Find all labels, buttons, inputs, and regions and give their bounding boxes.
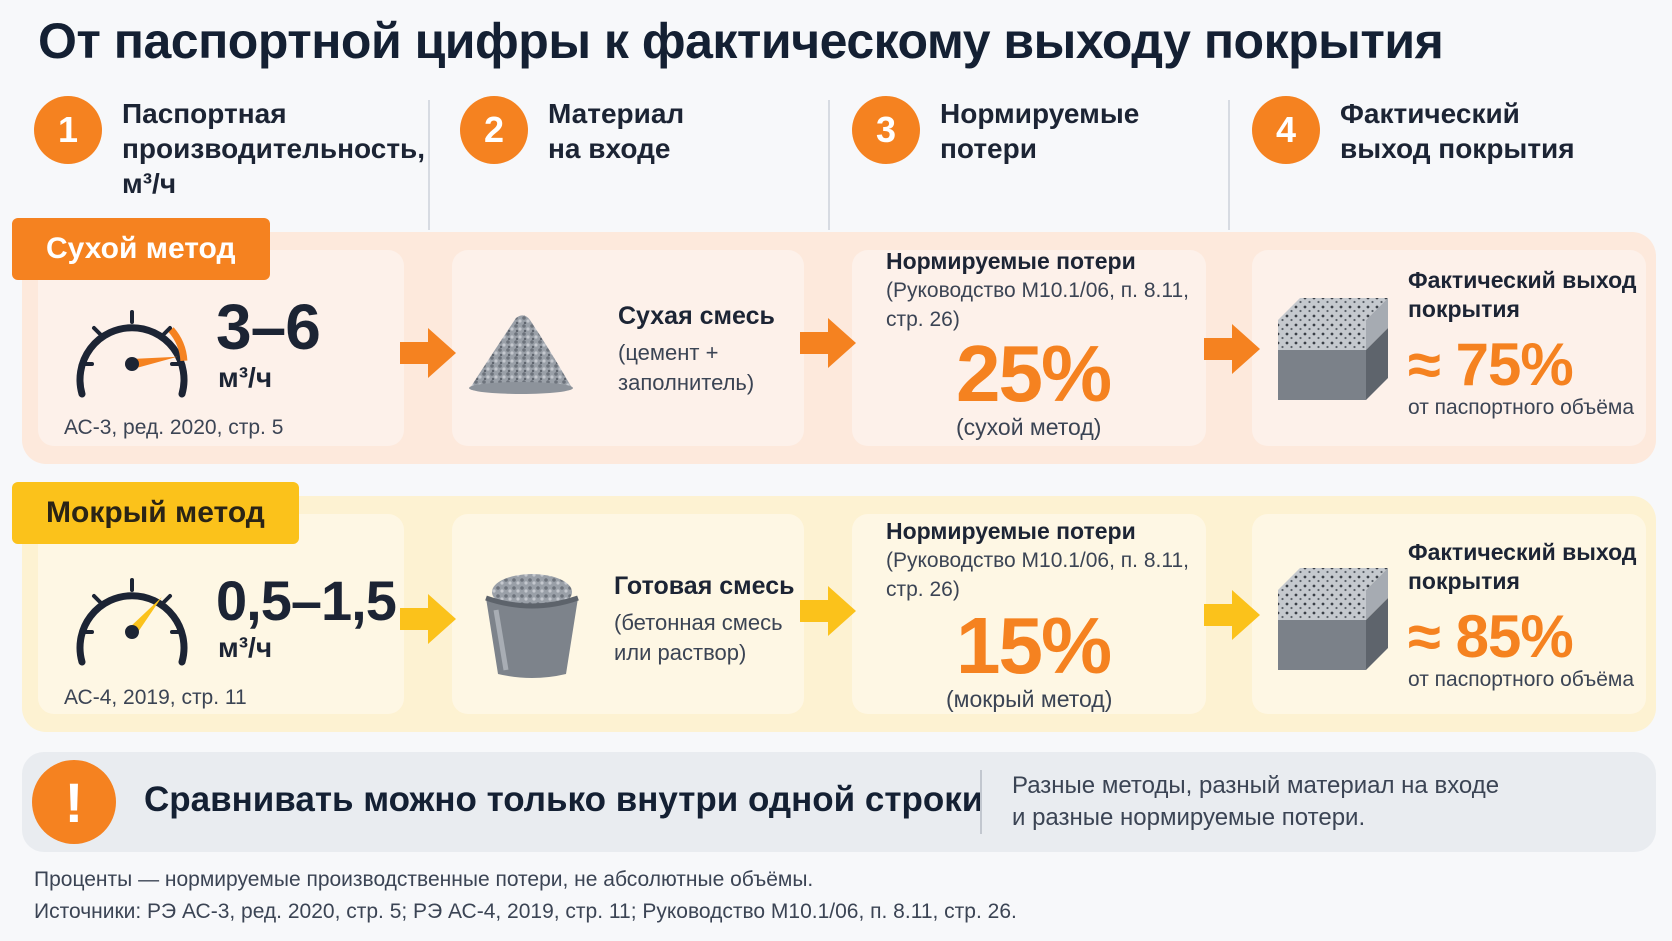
bucket-icon <box>485 574 579 678</box>
step-1-number: 1 <box>34 96 102 164</box>
loss-percent: 25% <box>956 329 1112 418</box>
page-title: От паспортной цифры к фактическому выход… <box>38 13 1444 69</box>
warning-divider <box>980 770 982 834</box>
warning-banner <box>22 752 1656 852</box>
coating-block-icon <box>1278 298 1388 400</box>
material-subtitle: (цемент + заполнитель) <box>618 340 755 395</box>
step-1-label: Паспортная производительность, м³/ч <box>122 98 426 199</box>
capacity-card <box>38 250 404 446</box>
output-title: Фактический выход покрытия <box>1408 267 1637 322</box>
loss-reference: (Руководство М10.1/06, п. 8.11, стр. 26) <box>886 279 1189 331</box>
material-title: Готовая смесь <box>614 572 795 600</box>
arrow-right-icon <box>400 328 456 378</box>
capacity-unit: м³/ч <box>218 632 273 663</box>
output-percent: ≈ 85% <box>1408 603 1574 670</box>
warning-main-text: Сравнивать можно только внутри одной стр… <box>144 780 984 819</box>
gauge-icon <box>76 578 188 666</box>
gravel-pile-icon <box>469 315 573 394</box>
footnote: Проценты — нормируемые производственные … <box>34 868 814 891</box>
material-title: Сухая смесь <box>618 302 775 330</box>
step-3-label: Нормируемые потери <box>940 98 1140 164</box>
capacity-source: АС-4, 2019, стр. 11 <box>64 686 247 709</box>
column-divider <box>828 100 830 230</box>
arrow-right-icon <box>800 586 856 636</box>
capacity-unit: м³/ч <box>218 362 273 393</box>
wet-method-tag: Мокрый метод <box>12 482 299 544</box>
loss-percent: 15% <box>956 601 1112 690</box>
loss-reference: (Руководство М10.1/06, п. 8.11, стр. 26) <box>886 549 1189 601</box>
warning-subtext: Разные методы, разный материал на входе … <box>1012 772 1500 831</box>
capacity-value: 0,5–1,5 <box>216 569 397 632</box>
arrow-right-icon <box>800 318 856 368</box>
loss-title: Нормируемые потери <box>886 518 1136 544</box>
output-note: от паспортного объёма <box>1408 668 1635 691</box>
arrow-right-icon <box>1204 324 1260 374</box>
sources-note: Источники: РЭ АС-3, ред. 2020, стр. 5; Р… <box>34 900 1017 923</box>
step-2: 2 Материал на входе <box>460 96 684 166</box>
arrow-right-icon <box>400 594 456 644</box>
output-percent: ≈ 75% <box>1408 331 1574 398</box>
gauge-icon <box>76 310 188 398</box>
exclamation-icon: ! <box>32 760 116 844</box>
loss-title: Нормируемые потери <box>886 248 1136 274</box>
loss-note: (мокрый метод) <box>946 686 1113 712</box>
loss-card <box>852 250 1206 446</box>
step-1: 1 Паспортная производительность, м³/ч <box>34 96 425 201</box>
loss-note: (сухой метод) <box>956 414 1102 440</box>
step-3-number: 3 <box>852 96 920 164</box>
column-divider <box>428 100 430 230</box>
capacity-value: 3–6 <box>216 291 321 363</box>
capacity-source: АС-3, ред. 2020, стр. 5 <box>64 416 284 439</box>
arrow-right-icon <box>1204 590 1260 640</box>
step-2-label: Материал на входе <box>548 98 685 164</box>
step-4-label: Фактический выход покрытия <box>1340 98 1575 164</box>
dry-method-tag: Сухой метод <box>12 218 270 280</box>
step-2-number: 2 <box>460 96 528 164</box>
column-divider <box>1228 100 1230 230</box>
capacity-card <box>38 514 404 714</box>
step-4-number: 4 <box>1252 96 1320 164</box>
output-title: Фактический выход покрытия <box>1408 539 1637 594</box>
loss-card <box>852 514 1206 714</box>
material-subtitle: (бетонная смесь или раствор) <box>614 610 783 665</box>
step-3: 3 Нормируемые потери <box>852 96 1139 166</box>
step-4: 4 Фактический выход покрытия <box>1252 96 1575 166</box>
output-note: от паспортного объёма <box>1408 396 1635 419</box>
coating-block-icon <box>1278 568 1388 670</box>
